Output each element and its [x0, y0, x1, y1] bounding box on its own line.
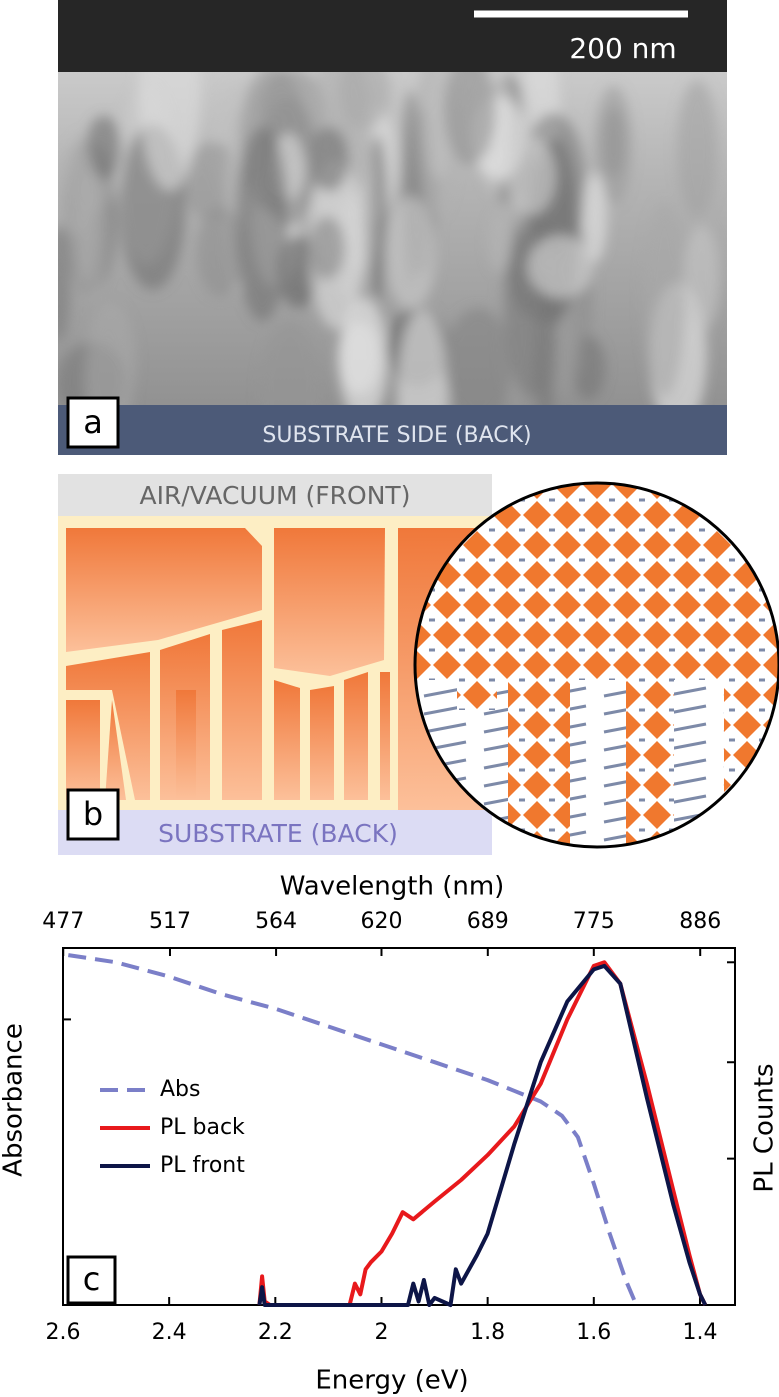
- panel-label-box: [66, 396, 120, 449]
- grain: [487, 212, 513, 273]
- substrate-caption: SUBSTRATE SIDE (BACK): [262, 423, 531, 448]
- series-line: [68, 953, 639, 1306]
- zoom-circle-border: [413, 481, 779, 849]
- x-tick-label: 1.8: [470, 1320, 505, 1345]
- grain: [309, 126, 349, 192]
- series-line: [257, 960, 708, 1307]
- grain: [235, 126, 289, 322]
- panel-label-box: [66, 788, 120, 841]
- grain: [444, 53, 496, 166]
- grain: [58, 225, 71, 342]
- substrate-band: [58, 405, 727, 455]
- x2-axis-title: Wavelength (nm): [280, 872, 505, 902]
- y-axis-title: Absorbance: [0, 1023, 29, 1177]
- grain: [79, 169, 108, 298]
- grain: [339, 54, 391, 129]
- grain: [527, 235, 594, 299]
- legend-label: PL back: [160, 1115, 245, 1140]
- grain: [642, 202, 686, 398]
- legend-label: PL front: [160, 1153, 245, 1178]
- grain: [683, 225, 720, 333]
- x-axis-title: Energy (eV): [315, 1366, 468, 1396]
- grain: [444, 308, 512, 422]
- grain: [506, 136, 557, 215]
- grain: [337, 321, 381, 394]
- y2-axis-title: PL Counts: [750, 1063, 779, 1192]
- x-tick-label: 1.6: [576, 1320, 611, 1345]
- grain: [594, 86, 633, 205]
- grain: [396, 308, 449, 455]
- substrate-band: [58, 810, 492, 855]
- grain: [196, 206, 245, 297]
- x2-tick-label: 564: [255, 909, 297, 934]
- x-tick-label: 1.4: [682, 1320, 717, 1345]
- substrate-label: SUBSTRATE (BACK): [158, 819, 398, 848]
- legend-label: Abs: [160, 1077, 200, 1102]
- x-tick-label: 2.6: [46, 1320, 81, 1345]
- panel-label-box: [66, 1255, 117, 1305]
- chart: Wavelength (nm) Energy (eV) Absorbance P…: [0, 872, 779, 1396]
- grain: [308, 216, 346, 281]
- grain: [582, 173, 608, 263]
- x2-tick-label: 689: [467, 909, 509, 934]
- x2-tick-label: 517: [149, 909, 191, 934]
- x-tick-label: 2.2: [258, 1320, 293, 1345]
- x2-tick-label: 886: [679, 909, 721, 934]
- panel-label: c: [83, 1260, 101, 1298]
- sem-image: [58, 0, 727, 455]
- x-tick-label: 2.4: [152, 1320, 187, 1345]
- series-line: [257, 963, 708, 1307]
- x2-tick-label: 620: [360, 909, 402, 934]
- air-band: [58, 474, 492, 516]
- panel-label: b: [83, 795, 103, 833]
- x2-tick-label: 477: [42, 909, 84, 934]
- air-label: AIR/VACUUM (FRONT): [140, 481, 411, 510]
- x2-tick-label: 775: [573, 909, 615, 934]
- x-tick-label: 2: [374, 1320, 388, 1345]
- grain: [385, 196, 437, 311]
- scale-bar-label: 200 nm: [569, 32, 676, 65]
- panel-label: a: [83, 403, 103, 441]
- grain: [86, 115, 122, 180]
- grain: [676, 80, 718, 218]
